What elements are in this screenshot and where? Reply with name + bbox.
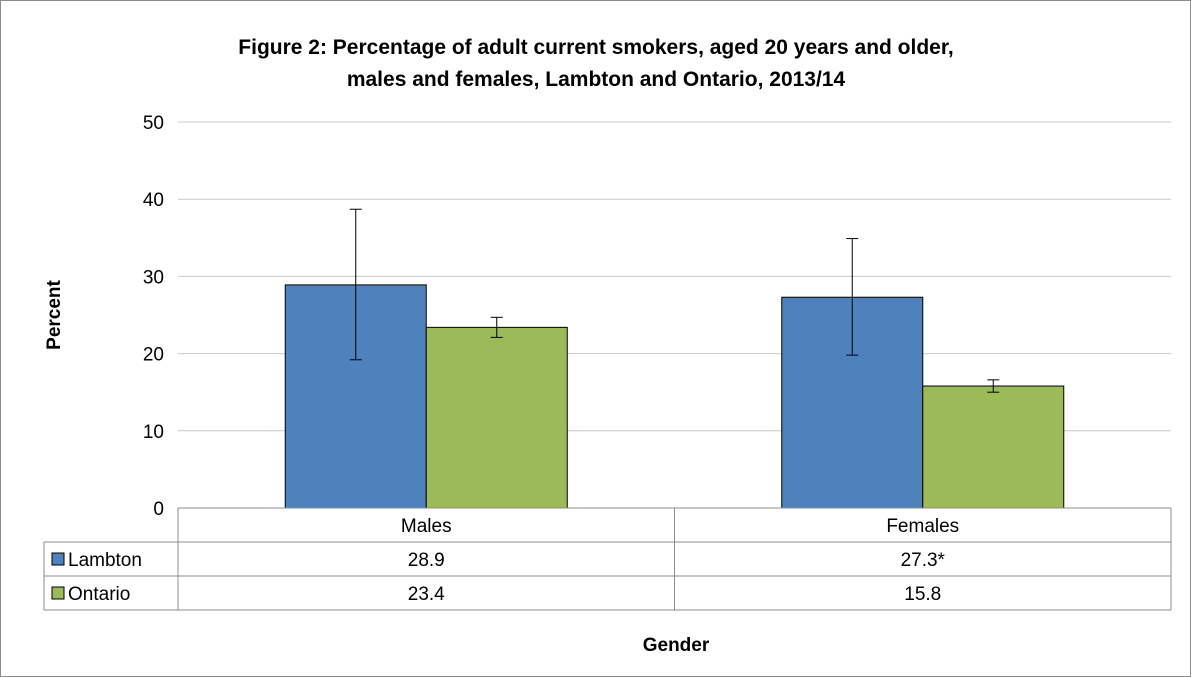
y-tick-label-10: 10 [143, 422, 164, 443]
error-bar-lambton-males [349, 208, 362, 361]
legend-swatch-lambton [51, 552, 65, 566]
bar-ontario-males [425, 326, 568, 509]
legend-label-lambton: Lambton [68, 550, 142, 571]
legend-entry-lambton: Lambton [51, 550, 142, 571]
x-axis-title: Gender [643, 635, 710, 656]
y-tick-label-30: 30 [143, 267, 164, 288]
data-label-lambton-males: 28.9 [408, 550, 445, 571]
y-tick-label-20: 20 [143, 345, 164, 366]
data-table: Males Females Lambton 28.9 27.3* Ontario 23.4 1… [43, 507, 1172, 611]
legend-label-ontario: Ontario [68, 584, 130, 605]
y-axis-ticks: 0 10 20 30 40 50 [143, 113, 164, 520]
category-label-females: Females [886, 516, 959, 537]
bar-ontario-females [922, 385, 1065, 509]
legend-swatch-ontario [51, 586, 65, 600]
y-tick-label-0: 0 [153, 499, 164, 520]
error-bar-lambton-females [846, 238, 859, 356]
data-label-lambton-females: 27.3* [901, 550, 946, 571]
bars [284, 284, 1065, 509]
chart-title-line-1: Figure 2: Percentage of adult current sm… [238, 36, 953, 59]
y-tick-label-50: 50 [143, 113, 164, 134]
chart-title-line-2: males and females, Lambton and Ontario, … [347, 68, 846, 91]
error-bars [349, 208, 1000, 393]
error-bar-ontario-females [987, 379, 1000, 393]
category-label-males: Males [401, 516, 452, 537]
data-label-ontario-females: 15.8 [904, 584, 941, 605]
data-label-ontario-males: 23.4 [408, 584, 445, 605]
y-tick-label-40: 40 [143, 190, 164, 211]
legend-entry-ontario: Ontario [51, 584, 130, 605]
y-axis-title: Percent [44, 279, 65, 349]
error-bar-ontario-males [490, 316, 503, 338]
